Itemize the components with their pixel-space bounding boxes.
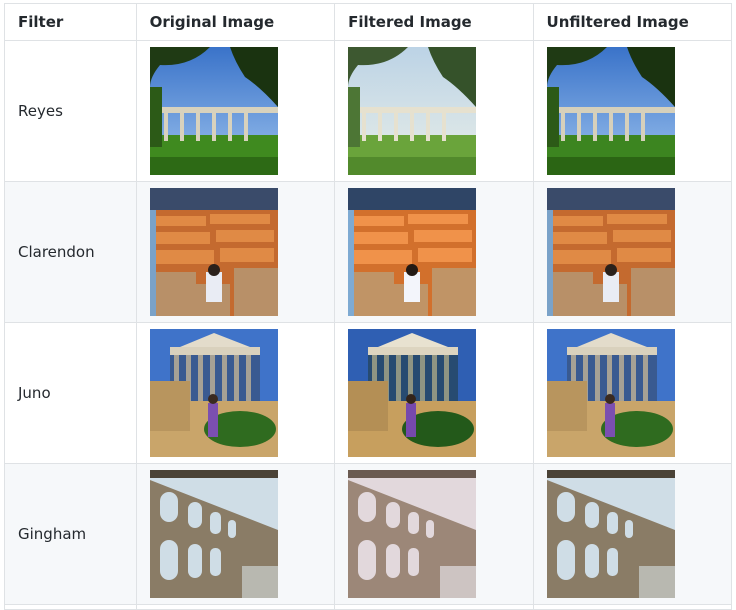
aqueduct-original-image [149, 470, 278, 598]
warehouse-filtered-image [348, 188, 477, 316]
header-filtered-image: Filtered Image [334, 3, 534, 41]
header-unfiltered-image: Unfiltered Image [532, 3, 733, 41]
viaduct-filtered-image [348, 47, 477, 175]
table-header-row: Filter Original Image Filtered Image Unf… [4, 3, 733, 41]
table-row: Reyes [4, 40, 733, 182]
table-row: Clarendon [4, 181, 733, 323]
table-row [4, 604, 733, 610]
filter-name: Juno [4, 322, 137, 464]
viaduct-unfiltered-image [546, 47, 675, 175]
table-row: Juno [4, 322, 733, 464]
filter-name: Reyes [4, 40, 137, 182]
aqueduct-unfiltered-image [546, 470, 675, 598]
museum-original-image [149, 329, 278, 457]
museum-unfiltered-image [546, 329, 675, 457]
warehouse-original-image [149, 188, 278, 316]
filter-comparison-table: Filter Original Image Filtered Image Unf… [4, 3, 733, 610]
table-row: Gingham [4, 463, 733, 605]
filter-name: Clarendon [4, 181, 137, 323]
header-filter: Filter [4, 3, 137, 41]
museum-filtered-image [348, 329, 477, 457]
filter-name: Gingham [4, 463, 137, 605]
aqueduct-filtered-image [348, 470, 477, 598]
viaduct-original-image [149, 47, 278, 175]
header-original-image: Original Image [135, 3, 336, 41]
warehouse-unfiltered-image [546, 188, 675, 316]
